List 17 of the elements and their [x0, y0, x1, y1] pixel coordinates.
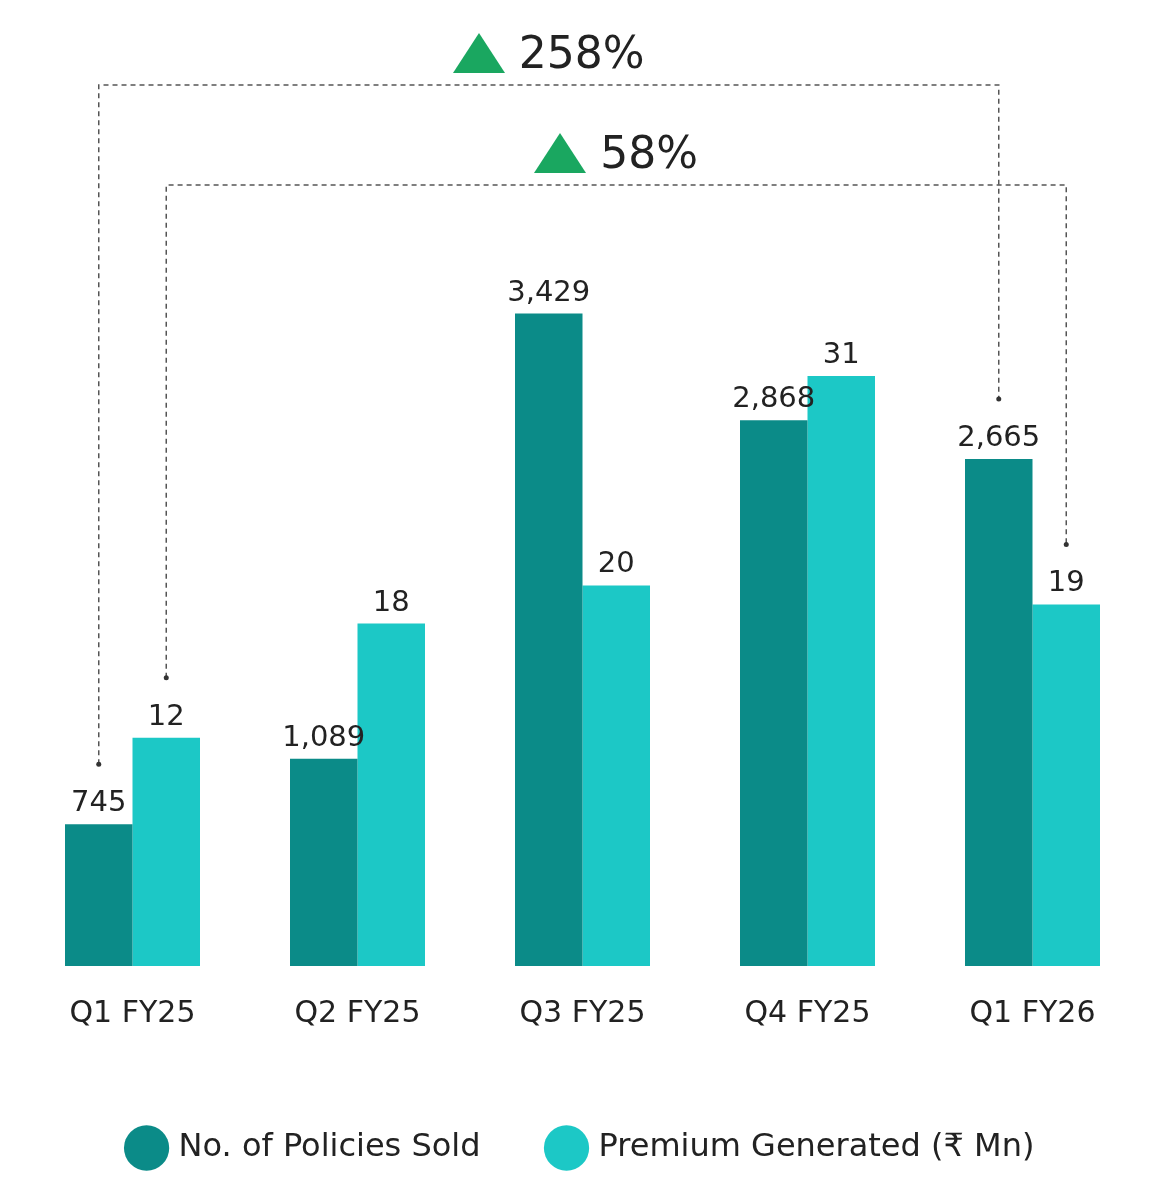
- x-tick-label: Q3 FY25: [519, 993, 646, 1029]
- x-tick-label: Q2 FY25: [294, 993, 421, 1029]
- data-label: 31: [822, 336, 860, 371]
- x-tick-label: Q4 FY25: [744, 993, 871, 1029]
- x-tick-label: Q1 FY25: [69, 993, 196, 1029]
- data-label: 2,665: [957, 418, 1041, 453]
- data-label: 12: [147, 697, 185, 732]
- x-tick-label: Q1 FY26: [969, 993, 1096, 1029]
- data-label: 18: [372, 583, 410, 618]
- legend-label: Premium Generated (₹ Mn): [598, 1126, 1035, 1165]
- text: 58%: [600, 127, 699, 178]
- text: 258%: [518, 27, 645, 78]
- data-label: 19: [1047, 564, 1085, 599]
- data-label: 20: [597, 545, 635, 580]
- legend-label: No. of Policies Sold: [178, 1126, 481, 1165]
- data-label: 745: [71, 784, 127, 819]
- data-label: 3,429: [507, 273, 591, 308]
